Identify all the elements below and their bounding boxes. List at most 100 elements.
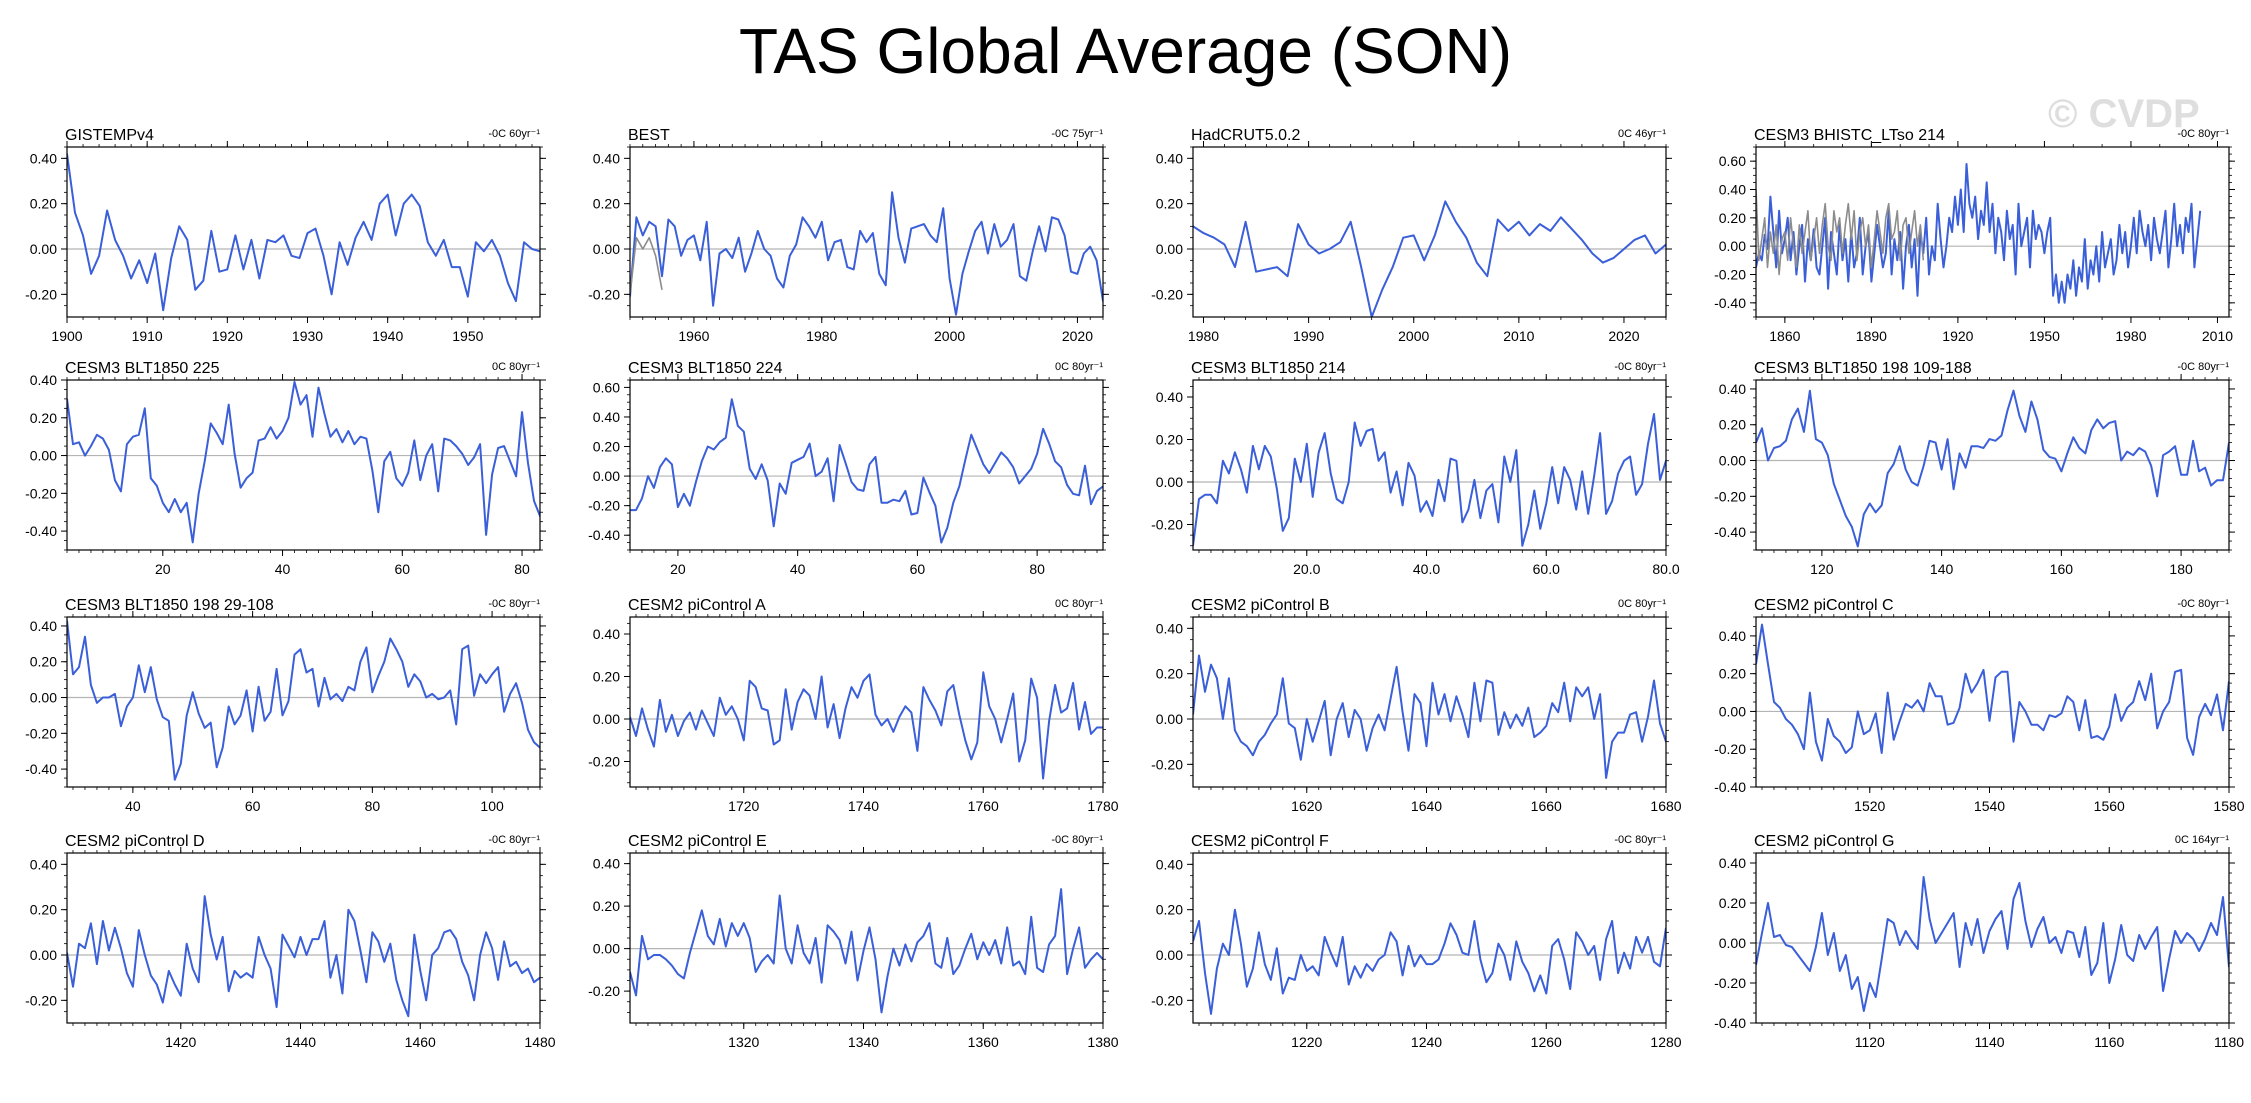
- chart-panel: HadCRUT5.0.2 0C 46yr⁻¹ -0.20 0.00 0.20 0.40 19…: [1151, 127, 1672, 344]
- chart-panel: CESM3 BHISTC_LTso 214 -0C 80yr⁻¹ -0.40 -0.2…: [1714, 127, 2235, 344]
- x-tick-label: 1420: [165, 1034, 196, 1050]
- plot-frame: [66, 146, 541, 318]
- trend-label: -0C 80yr⁻¹: [488, 598, 540, 610]
- panel-title: CESM2 piControl F: [1191, 833, 1329, 850]
- panel-title: CESM2 piControl E: [628, 833, 767, 850]
- x-tick-label: 1980: [2115, 328, 2146, 344]
- series-line: [1193, 654, 1666, 779]
- y-tick-label: 0.00: [30, 448, 57, 464]
- series-line: [1193, 413, 1666, 547]
- y-tick-label: -0.20: [588, 286, 620, 302]
- x-tick-label: 1320: [728, 1034, 759, 1050]
- x-tick-label: 1560: [2094, 798, 2125, 814]
- series-line: [67, 895, 540, 1018]
- x-tick-label: 1940: [372, 328, 403, 344]
- y-tick-label: -0.20: [25, 992, 57, 1008]
- plot-frame: [1192, 616, 1667, 788]
- x-tick-label: 80: [365, 798, 381, 814]
- y-tick-label: 0.40: [1156, 856, 1183, 872]
- chart-panel: CESM2 piControl C -0C 80yr⁻¹ -0.40 -0.20 0.0…: [1714, 597, 2245, 814]
- y-tick-label: 0.60: [593, 379, 620, 395]
- x-tick-label: 1440: [285, 1034, 316, 1050]
- x-tick-label: 80: [514, 561, 530, 577]
- x-tick-label: 40: [275, 561, 291, 577]
- x-tick-label: 1860: [1769, 328, 1800, 344]
- x-tick-label: 1340: [848, 1034, 879, 1050]
- x-tick-label: 1260: [1531, 1034, 1562, 1050]
- x-tick-label: 1760: [968, 798, 999, 814]
- y-tick-label: 0.40: [593, 409, 620, 425]
- y-tick-label: 0.20: [1156, 902, 1183, 918]
- y-tick-label: 0.20: [30, 410, 57, 426]
- series-line: [67, 153, 540, 312]
- y-tick-label: -0.20: [1151, 756, 1183, 772]
- x-tick-label: 20: [155, 561, 171, 577]
- x-tick-label: 1380: [1087, 1034, 1118, 1050]
- trend-label: -0C 80yr⁻¹: [1614, 361, 1666, 373]
- y-tick-label: 0.00: [1156, 711, 1183, 727]
- trend-label: -0C 80yr⁻¹: [1614, 834, 1666, 846]
- x-tick-label: 1180: [2214, 1034, 2244, 1050]
- y-tick-label: 0.00: [1156, 241, 1183, 257]
- y-tick-label: 0.00: [30, 690, 57, 706]
- x-tick-label: 1140: [1974, 1034, 2004, 1050]
- x-tick-label: 2000: [1398, 328, 1429, 344]
- x-tick-label: 1520: [1854, 798, 1885, 814]
- x-tick-label: 1360: [968, 1034, 999, 1050]
- chart-panel: CESM2 piControl B 0C 80yr⁻¹ -0.20 0.00 0.20 0…: [1151, 597, 1682, 814]
- y-tick-label: -0.40: [1714, 295, 1746, 311]
- y-tick-label: 0.20: [593, 898, 620, 914]
- panel-title: CESM3 BLT1850 198 109-188: [1754, 360, 1972, 377]
- y-tick-label: 0.20: [30, 902, 57, 918]
- series-line: [630, 671, 1103, 780]
- x-tick-label: 1920: [1942, 328, 1973, 344]
- x-tick-label: 1900: [51, 328, 82, 344]
- chart-panel: CESM2 piControl A 0C 80yr⁻¹ -0.20 0.00 0.20 0…: [588, 597, 1119, 814]
- x-tick-label: 1960: [678, 328, 709, 344]
- x-tick-label: 1620: [1291, 798, 1322, 814]
- panel-title: CESM3 BLT1850 214: [1191, 360, 1346, 377]
- x-tick-label: 80.0: [1652, 561, 1679, 577]
- chart-panel: GISTEMPv4 -0C 60yr⁻¹ -0.20 0.00 0.20 0.40 1900…: [25, 127, 546, 344]
- y-tick-label: -0.20: [1714, 267, 1746, 283]
- chart-panel: CESM3 BLT1850 225 0C 80yr⁻¹ -0.40 -0.20 0.00…: [25, 360, 546, 577]
- y-tick-label: 0.20: [593, 669, 620, 685]
- x-tick-label: 160: [2050, 561, 2074, 577]
- series-line: [1193, 908, 1666, 1015]
- x-tick-label: 140: [1930, 561, 1954, 577]
- page-title: TAS Global Average (SON): [738, 15, 1513, 87]
- y-tick-label: 0.20: [1156, 196, 1183, 212]
- secondary-series-line: [1756, 189, 1925, 276]
- x-tick-label: 1930: [292, 328, 323, 344]
- y-tick-label: 0.00: [1719, 453, 1746, 469]
- y-tick-label: 0.40: [593, 856, 620, 872]
- plot-frame: [1192, 379, 1667, 551]
- y-tick-label: 0.20: [593, 196, 620, 212]
- y-tick-label: -0.20: [25, 725, 57, 741]
- trend-label: -0C 60yr⁻¹: [488, 128, 540, 140]
- trend-label: -0C 80yr⁻¹: [2177, 128, 2229, 140]
- plot-frame: [66, 616, 541, 788]
- y-tick-label: -0.20: [25, 485, 57, 501]
- x-tick-label: 1640: [1411, 798, 1442, 814]
- x-tick-label: 60: [245, 798, 261, 814]
- x-tick-label: 20: [670, 561, 686, 577]
- y-tick-label: -0.20: [1151, 992, 1183, 1008]
- y-tick-label: 0.20: [1719, 895, 1746, 911]
- chart-panel: CESM3 BLT1850 224 0C 80yr⁻¹ -0.40 -0.20 0.00…: [588, 360, 1109, 577]
- y-tick-label: 0.20: [593, 439, 620, 455]
- x-tick-label: 40: [125, 798, 141, 814]
- trend-label: -0C 80yr⁻¹: [2177, 598, 2229, 610]
- panel-title: CESM2 piControl G: [1754, 833, 1895, 850]
- trend-label: 0C 80yr⁻¹: [1055, 361, 1103, 373]
- chart-panel: CESM2 piControl E -0C 80yr⁻¹ -0.20 0.00 0.20…: [588, 833, 1119, 1050]
- y-tick-label: 0.00: [1719, 238, 1746, 254]
- x-tick-label: 1950: [2029, 328, 2060, 344]
- series-line: [630, 398, 1103, 544]
- y-tick-label: 0.00: [1156, 947, 1183, 963]
- x-tick-label: 60: [910, 561, 926, 577]
- y-tick-label: 0.40: [1719, 182, 1746, 198]
- x-tick-label: 1980: [806, 328, 837, 344]
- y-tick-label: 0.00: [30, 241, 57, 257]
